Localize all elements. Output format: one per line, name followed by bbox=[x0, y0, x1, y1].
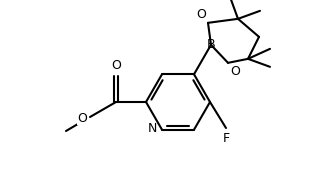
Text: O: O bbox=[196, 8, 206, 21]
Text: O: O bbox=[77, 111, 87, 125]
Text: O: O bbox=[230, 65, 240, 78]
Text: O: O bbox=[111, 59, 121, 72]
Text: N: N bbox=[148, 122, 157, 135]
Text: B: B bbox=[207, 38, 215, 51]
Text: F: F bbox=[222, 132, 230, 145]
